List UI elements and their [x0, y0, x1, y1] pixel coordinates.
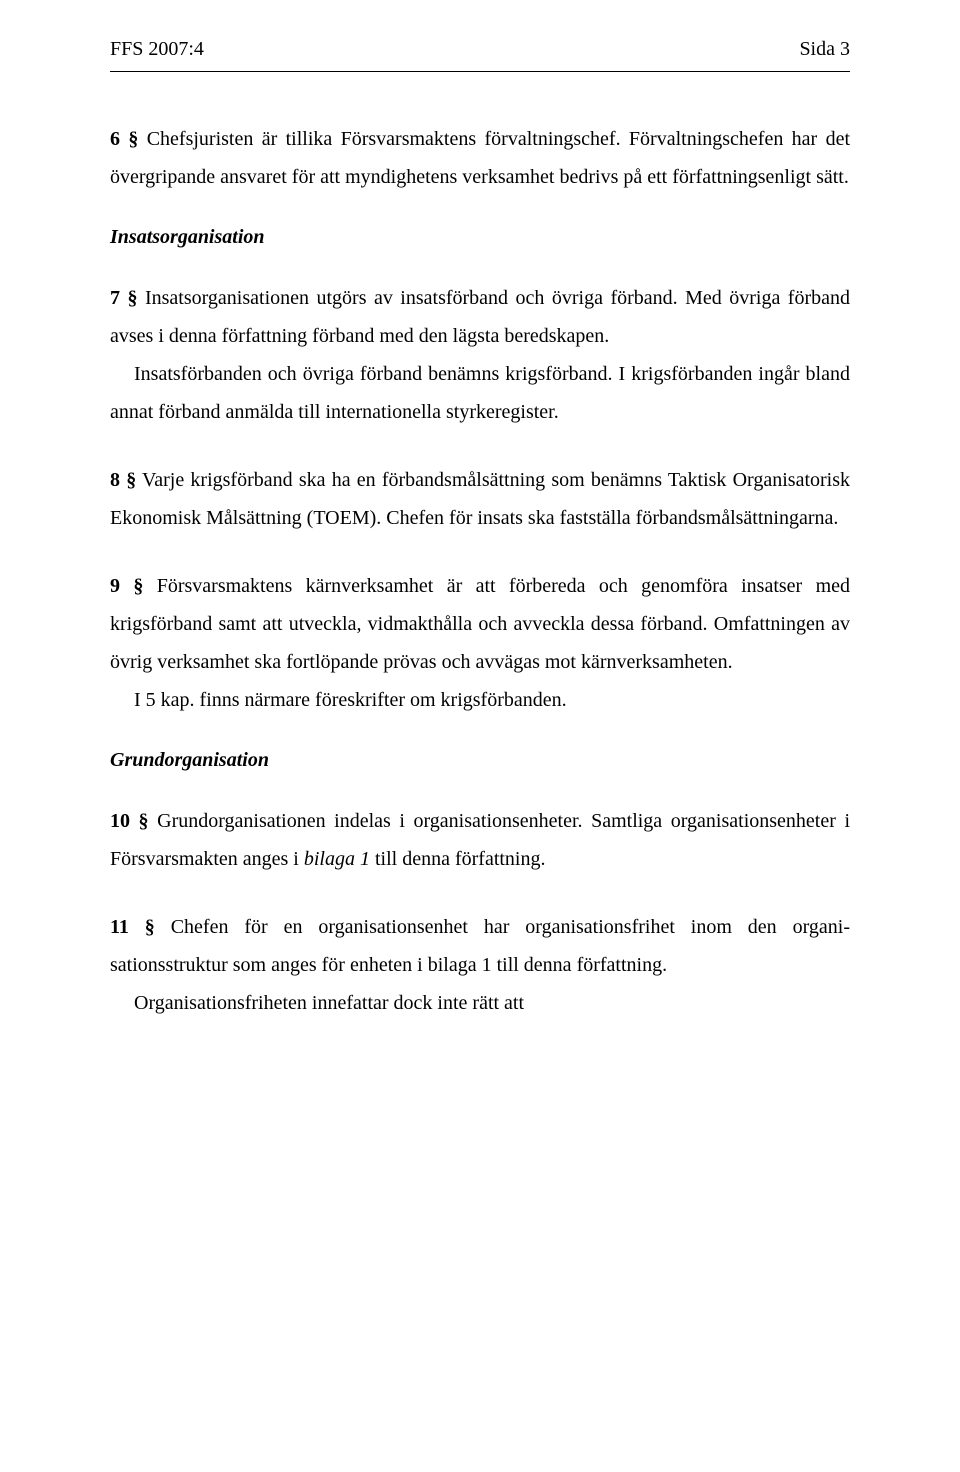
section-number-6: 6 § [110, 128, 138, 150]
section-number-9: 9 § [110, 575, 143, 597]
page: FFS 2007:4 Sida 3 6 § Chefsjuristen är t… [0, 0, 960, 1472]
section-number-11: 11 § [110, 916, 155, 938]
paragraph-9-text-b: I 5 kap. finns närmare föreskrifter om k… [110, 681, 850, 719]
section-number-8: 8 § [110, 469, 136, 491]
paragraph-11-text-a: Chefen för en organisationsenhet har org… [110, 916, 850, 976]
paragraph-11: 11 § Chefen för en organisationsenhet ha… [110, 908, 850, 1022]
header-left: FFS 2007:4 [110, 38, 204, 61]
section-title-insatsorganisation: Insatsorganisation [110, 226, 850, 249]
paragraph-9: 9 § Försvarsmaktens kärnverksamhet är at… [110, 567, 850, 719]
paragraph-7-text-a: Insatsorganisationen utgörs av insatsför… [110, 287, 850, 347]
paragraph-8: 8 § Varje krigsförband ska ha en förband… [110, 461, 850, 537]
section-number-10: 10 § [110, 810, 149, 832]
paragraph-8-text: Varje krigsförband ska ha en förbandsmål… [110, 469, 850, 529]
paragraph-9-text-a: Försvarsmaktens kärnverksamhet är att fö… [110, 575, 850, 673]
page-header: FFS 2007:4 Sida 3 [110, 38, 850, 61]
paragraph-10: 10 § Grundorganisationen indelas i organ… [110, 802, 850, 878]
paragraph-10-italic: bilaga 1 [304, 848, 370, 870]
paragraph-10-text-b: till denna författning. [370, 848, 546, 870]
paragraph-6-text: Chefsjuristen är tillika Försvarsmaktens… [110, 128, 850, 188]
header-divider [110, 71, 850, 72]
paragraph-11-text-b: Organisationsfriheten innefattar dock in… [110, 984, 850, 1022]
paragraph-6: 6 § Chefsjuristen är tillika Försvarsmak… [110, 120, 850, 196]
paragraph-7: 7 § Insatsorganisationen utgörs av insat… [110, 279, 850, 431]
paragraph-7-text-b: Insatsförbanden och övriga förband benäm… [110, 355, 850, 431]
section-number-7: 7 § [110, 287, 137, 309]
section-title-grundorganisation: Grundorganisation [110, 749, 850, 772]
header-right: Sida 3 [799, 38, 850, 61]
